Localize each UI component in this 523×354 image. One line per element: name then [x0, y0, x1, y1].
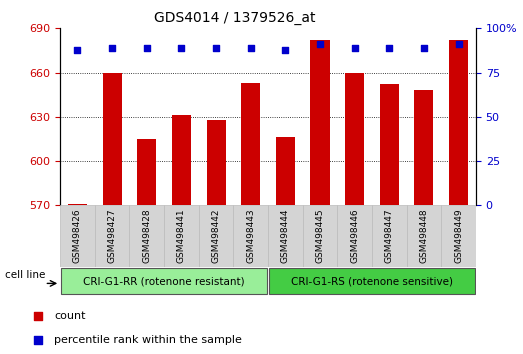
Text: GSM498427: GSM498427 — [108, 209, 117, 263]
Text: count: count — [54, 311, 86, 321]
Text: percentile rank within the sample: percentile rank within the sample — [54, 335, 242, 346]
Bar — [311, 40, 329, 205]
Bar — [414, 90, 434, 205]
Text: CRI-G1-RS (rotenone sensitive): CRI-G1-RS (rotenone sensitive) — [291, 276, 453, 286]
Bar — [407, 205, 441, 267]
Bar — [68, 204, 87, 205]
Text: GSM498443: GSM498443 — [246, 209, 255, 263]
Bar — [241, 83, 260, 205]
Point — [316, 41, 324, 47]
Bar — [233, 205, 268, 267]
Point — [385, 45, 393, 51]
Text: GSM498441: GSM498441 — [177, 209, 186, 263]
Point — [143, 45, 151, 51]
Bar — [303, 205, 337, 267]
Point — [212, 45, 220, 51]
Bar — [449, 40, 468, 205]
Text: CRI-G1-RR (rotenone resistant): CRI-G1-RR (rotenone resistant) — [83, 276, 245, 286]
Point — [281, 47, 290, 52]
Bar — [172, 115, 191, 205]
Bar — [61, 268, 267, 295]
Bar — [337, 205, 372, 267]
Point — [454, 41, 463, 47]
Bar — [129, 205, 164, 267]
Point — [33, 337, 42, 343]
Text: GSM498448: GSM498448 — [419, 209, 428, 263]
Bar — [345, 73, 364, 205]
Bar — [164, 205, 199, 267]
Text: GSM498449: GSM498449 — [454, 209, 463, 263]
Text: GSM498444: GSM498444 — [281, 209, 290, 263]
Bar — [268, 205, 303, 267]
Text: GSM498426: GSM498426 — [73, 209, 82, 263]
Bar — [372, 205, 407, 267]
Text: GSM498446: GSM498446 — [350, 209, 359, 263]
Point — [177, 45, 186, 51]
Bar — [269, 268, 475, 295]
Text: GSM498442: GSM498442 — [212, 209, 221, 263]
Bar — [60, 205, 95, 267]
Text: GSM498447: GSM498447 — [385, 209, 394, 263]
Bar — [199, 205, 233, 267]
Text: GSM498445: GSM498445 — [315, 209, 324, 263]
Text: cell line: cell line — [5, 270, 46, 280]
Bar — [137, 139, 156, 205]
Point — [420, 45, 428, 51]
Point — [33, 313, 42, 319]
Bar — [95, 205, 129, 267]
Bar — [103, 73, 122, 205]
Bar — [441, 205, 476, 267]
Point — [246, 45, 255, 51]
Text: GSM498428: GSM498428 — [142, 209, 151, 263]
Point — [350, 45, 359, 51]
Bar — [207, 120, 225, 205]
Bar — [276, 137, 295, 205]
Point — [108, 45, 116, 51]
Title: GDS4014 / 1379526_at: GDS4014 / 1379526_at — [154, 11, 315, 24]
Bar — [380, 84, 399, 205]
Point — [73, 47, 82, 52]
